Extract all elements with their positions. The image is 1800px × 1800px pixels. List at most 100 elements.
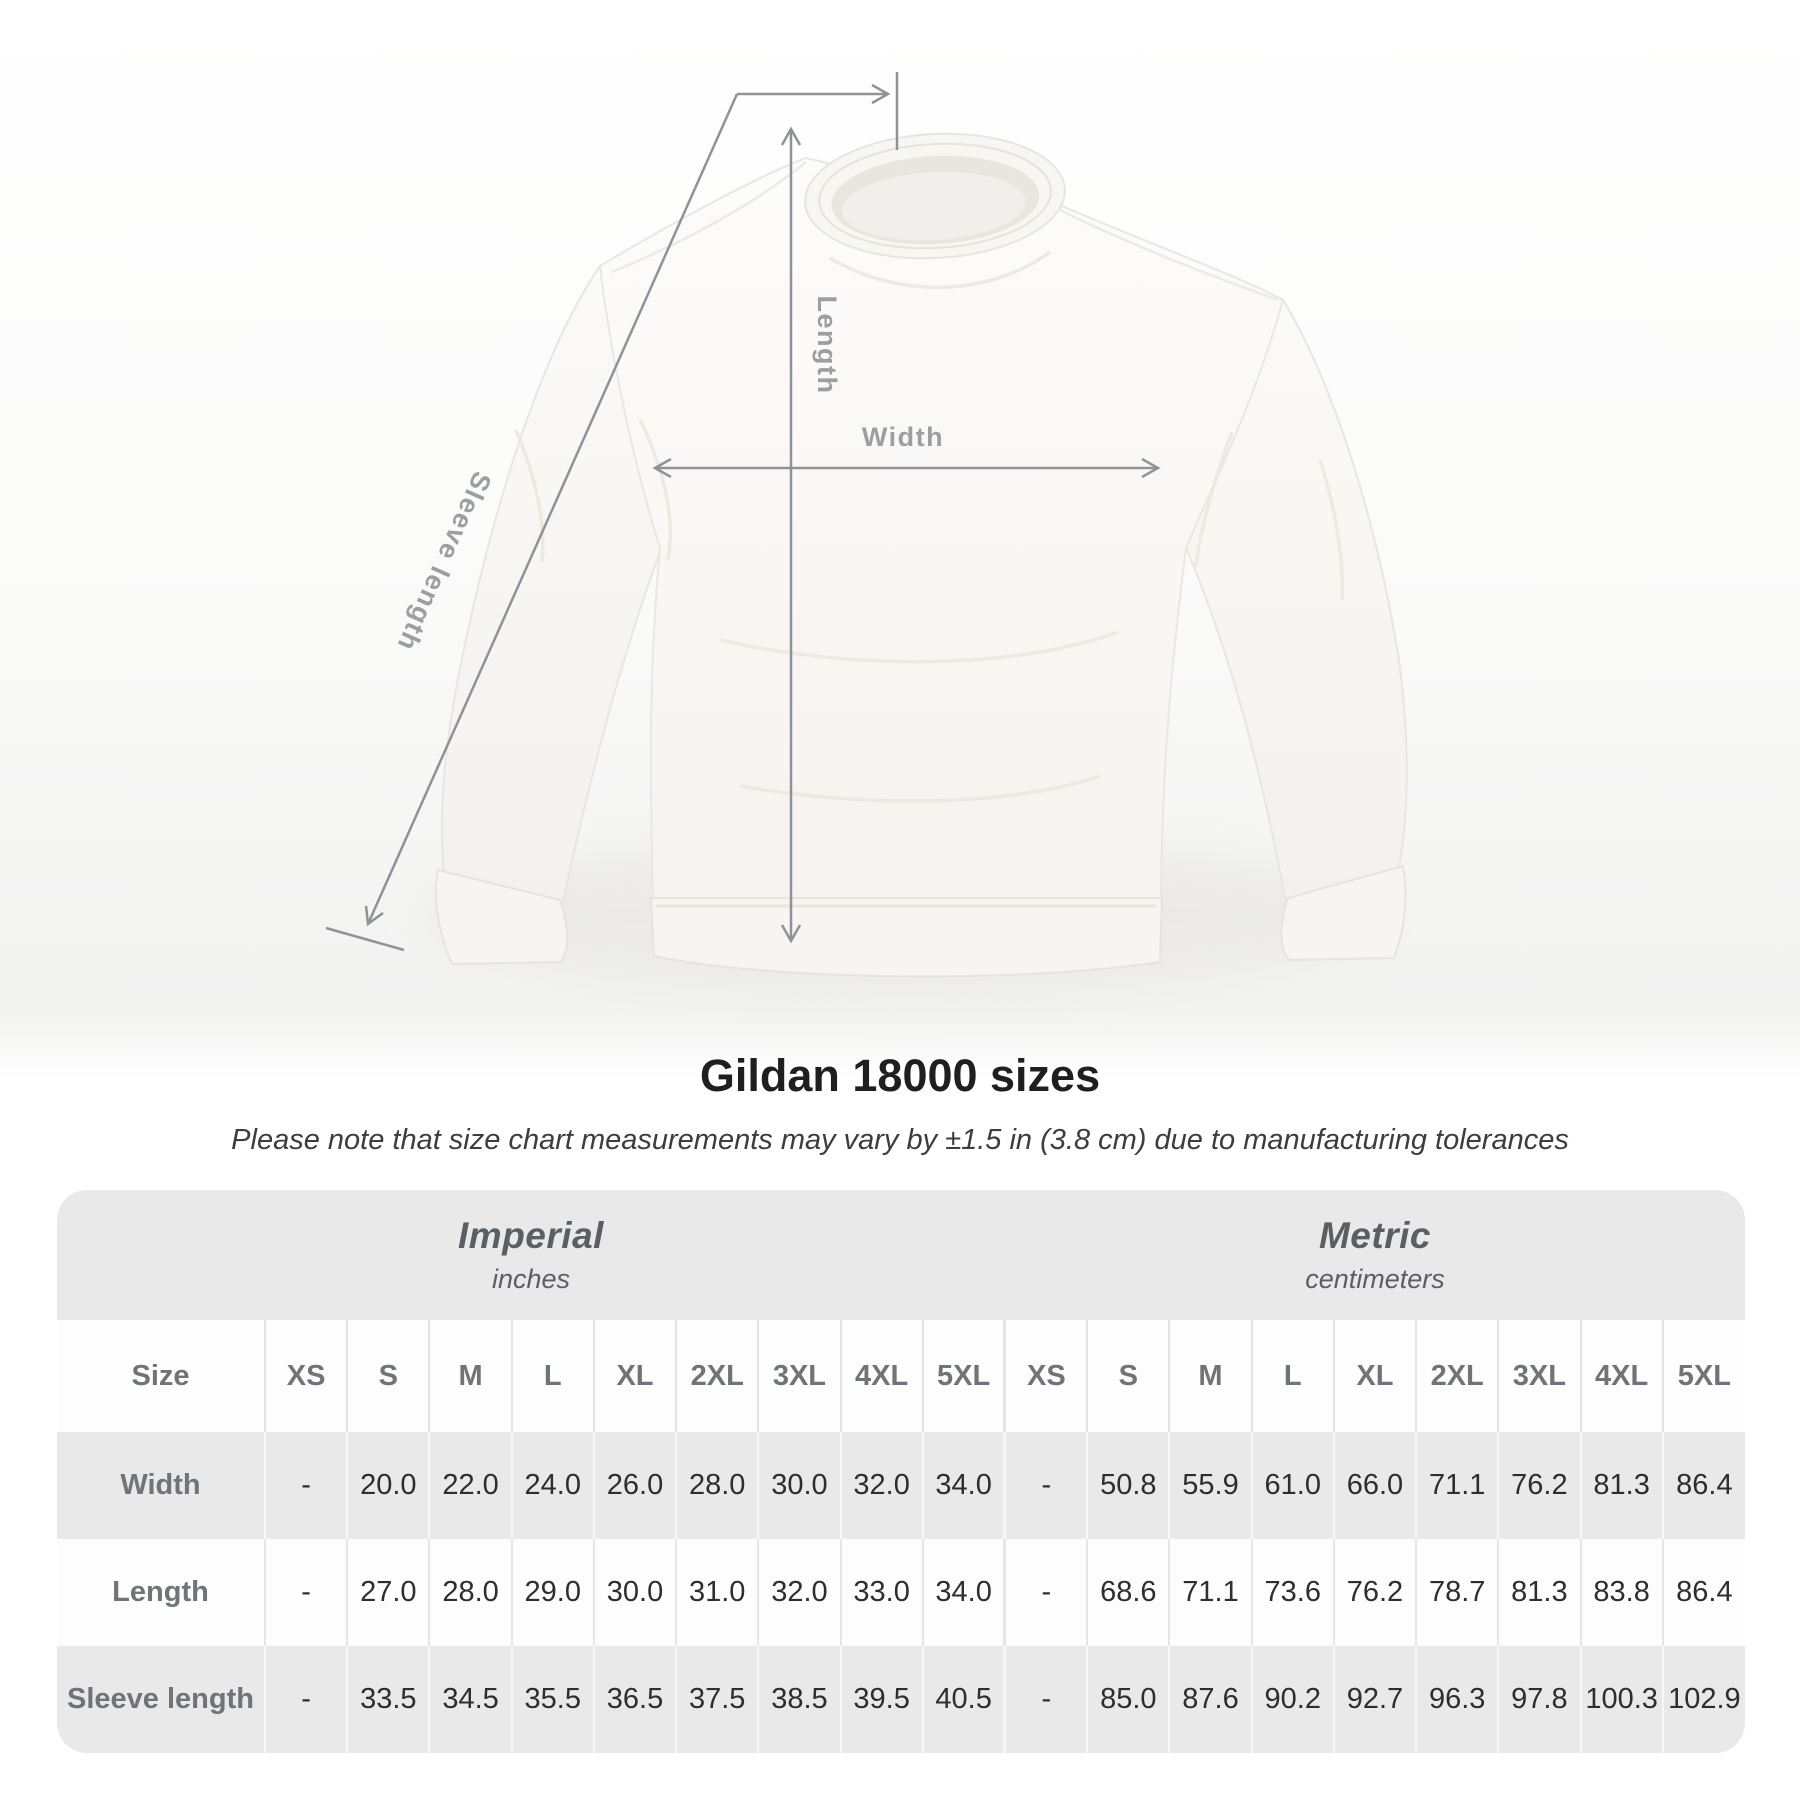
value-cell: 81.3	[1497, 1539, 1581, 1646]
value-cell: 71.1	[1168, 1539, 1252, 1646]
value-cell: 34.0	[921, 1432, 1005, 1539]
size-header-cell: S	[1086, 1320, 1170, 1432]
size-header-cell: S	[346, 1320, 430, 1432]
cuff-tick	[325, 926, 405, 952]
value-cell: 33.0	[839, 1539, 923, 1646]
value-cell: 85.0	[1086, 1646, 1170, 1753]
value-cell: 50.8	[1086, 1432, 1170, 1539]
value-cell: 100.3	[1579, 1646, 1663, 1753]
row-label: Sleeve length	[67, 1683, 254, 1715]
value-cell: 73.6	[1250, 1539, 1334, 1646]
value-cell: 38.5	[757, 1646, 841, 1753]
length-dimension-line	[780, 126, 802, 944]
metric-group-unit: centimeters	[1305, 1264, 1445, 1294]
size-header-cell: L	[1250, 1320, 1334, 1432]
sweatshirt-illustration	[425, 132, 1408, 990]
table-row-sleeve-length: Sleeve length - 33.5 34.5 35.5 36.5 37.5…	[57, 1646, 1745, 1753]
metric-group-header: Metric centimeters	[1005, 1190, 1745, 1320]
value-cell: 37.5	[675, 1646, 759, 1753]
size-chart: Imperial inches Metric centimeters Size …	[57, 1190, 1745, 1753]
size-header-cell: XL	[592, 1320, 677, 1432]
value-cell: -	[263, 1646, 348, 1753]
size-header-cell: 2XL	[1415, 1320, 1499, 1432]
value-cell: 96.3	[1415, 1646, 1499, 1753]
value-cell: 35.5	[510, 1646, 594, 1753]
page-title: Gildan 18000 sizes	[699, 1050, 1101, 1101]
sleeve-length-dimension-line	[325, 72, 899, 952]
value-cell: -	[1003, 1432, 1088, 1539]
value-cell: 31.0	[675, 1539, 759, 1646]
unit-group-row: Imperial inches Metric centimeters	[57, 1190, 1745, 1320]
size-header-cell: 5XL	[1661, 1320, 1745, 1432]
value-cell: -	[263, 1539, 348, 1646]
value-cell: 90.2	[1250, 1646, 1334, 1753]
value-cell: 87.6	[1168, 1646, 1252, 1753]
value-cell: 22.0	[428, 1432, 512, 1539]
value-cell: 28.0	[675, 1432, 759, 1539]
width-label: Width	[862, 422, 944, 452]
value-cell: 102.9	[1661, 1646, 1745, 1753]
size-header-cell: 5XL	[921, 1320, 1005, 1432]
row-label: Width	[120, 1469, 201, 1501]
value-cell: 68.6	[1086, 1539, 1170, 1646]
right-cuff	[1280, 864, 1407, 962]
size-chart-table: Imperial inches Metric centimeters Size …	[57, 1190, 1745, 1753]
value-cell: 66.0	[1332, 1432, 1417, 1539]
table-row-width: Width - 20.0 22.0 24.0 26.0 28.0 30.0 32…	[57, 1432, 1745, 1539]
dimension-annotations	[325, 72, 1161, 952]
value-cell: -	[1003, 1646, 1088, 1753]
tolerance-note: Please note that size chart measurements…	[231, 1124, 1569, 1156]
size-header-cell: 3XL	[1497, 1320, 1581, 1432]
value-cell: 86.4	[1661, 1432, 1745, 1539]
value-cell: -	[1003, 1539, 1088, 1646]
size-header-cell: 4XL	[1579, 1320, 1663, 1432]
size-header-cell: 3XL	[757, 1320, 841, 1432]
value-cell: 30.0	[592, 1539, 677, 1646]
value-cell: 20.0	[346, 1432, 430, 1539]
metric-group-title: Metric	[1318, 1215, 1431, 1256]
size-header-cell: M	[428, 1320, 512, 1432]
value-cell: 78.7	[1415, 1539, 1499, 1646]
size-header-cell: L	[510, 1320, 594, 1432]
left-cuff	[434, 868, 569, 966]
value-cell: 81.3	[1579, 1432, 1663, 1539]
value-cell: 29.0	[510, 1539, 594, 1646]
size-header: Size	[57, 1320, 265, 1432]
photo-background-fade	[0, 1012, 1800, 1080]
value-cell: 39.5	[839, 1646, 923, 1753]
shoulder-seams	[611, 161, 1279, 302]
size-header-cell: XS	[1003, 1320, 1088, 1432]
size-header-cell: XL	[1332, 1320, 1417, 1432]
value-cell: 24.0	[510, 1432, 594, 1539]
value-cell: 30.0	[757, 1432, 841, 1539]
width-dimension-line	[652, 457, 1161, 479]
row-label: Length	[57, 1539, 265, 1646]
hem-band	[649, 897, 1164, 978]
table-row-length: Length - 27.0 28.0 29.0 30.0 31.0 32.0 3…	[57, 1539, 1745, 1646]
value-cell: 32.0	[757, 1539, 841, 1646]
value-cell: 26.0	[592, 1432, 677, 1539]
value-cell: 86.4	[1661, 1539, 1745, 1646]
fabric-creases	[514, 250, 1345, 803]
value-cell: 97.8	[1497, 1646, 1581, 1753]
value-cell: 32.0	[839, 1432, 923, 1539]
value-cell: 55.9	[1168, 1432, 1252, 1539]
value-cell: -	[263, 1432, 348, 1539]
value-cell: 92.7	[1332, 1646, 1417, 1753]
value-cell: 36.5	[592, 1646, 677, 1753]
product-photo: Length Width Sleeve length	[0, 0, 1800, 1080]
imperial-group-header: Imperial inches	[57, 1190, 1005, 1320]
size-header-cell: XS	[263, 1320, 348, 1432]
size-header-row: Size XS S M L XL 2XL 3XL 4XL 5XL XS S M …	[57, 1320, 1745, 1432]
imperial-group-title: Imperial	[458, 1215, 604, 1256]
value-cell: 33.5	[346, 1646, 430, 1753]
value-cell: 61.0	[1250, 1432, 1334, 1539]
value-cell: 76.2	[1497, 1432, 1581, 1539]
value-cell: 83.8	[1579, 1539, 1663, 1646]
size-header-cell: 4XL	[839, 1320, 923, 1432]
value-cell: 71.1	[1415, 1432, 1499, 1539]
imperial-group-unit: inches	[491, 1264, 570, 1294]
size-header-cell: 2XL	[675, 1320, 759, 1432]
value-cell: 27.0	[346, 1539, 430, 1646]
